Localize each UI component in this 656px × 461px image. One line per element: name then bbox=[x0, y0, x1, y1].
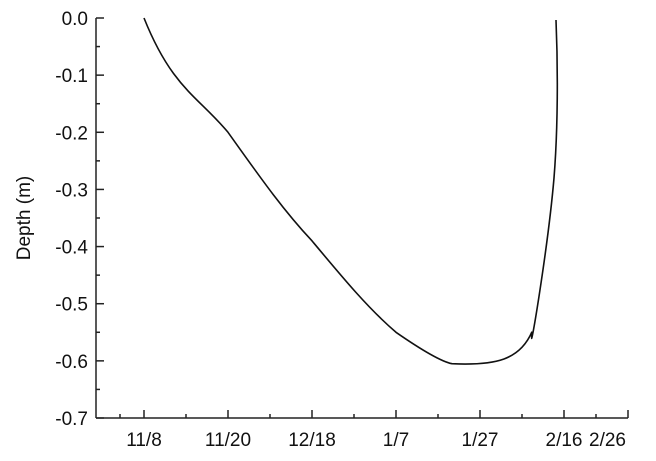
x-tick-label: 2/16 bbox=[546, 430, 583, 451]
axes bbox=[95, 18, 628, 419]
y-tick-label: -0.1 bbox=[55, 66, 88, 87]
y-tick-label: -0.6 bbox=[55, 352, 88, 373]
y-tick-label: -0.7 bbox=[55, 409, 88, 430]
y-tick-label: -0.5 bbox=[55, 295, 88, 316]
x-ticks: 11/8 11/20 12/18 1/7 1/27 2/16 2/26 bbox=[119, 410, 629, 451]
x-tick-label: 11/8 bbox=[126, 430, 162, 451]
x-tick-label: 11/20 bbox=[205, 430, 251, 451]
depth-series-line bbox=[143, 17, 559, 365]
y-tick-label: -0.2 bbox=[55, 123, 88, 144]
x-tick-label: 1/7 bbox=[383, 430, 409, 451]
x-tick-label: 12/18 bbox=[288, 430, 336, 451]
y-tick-label: -0.4 bbox=[55, 238, 88, 259]
y-tick-label: 0.0 bbox=[62, 9, 88, 30]
x-tick-label: 1/27 bbox=[462, 430, 499, 451]
y-axis-title: Depth (m) bbox=[14, 176, 35, 260]
y-ticks: 0.0 -0.1 -0.2 -0.3 -0.4 -0.5 -0.6 -0.7 bbox=[55, 9, 104, 430]
x-tick-label: 2/26 bbox=[589, 430, 626, 451]
y-tick-label: -0.3 bbox=[55, 180, 88, 201]
